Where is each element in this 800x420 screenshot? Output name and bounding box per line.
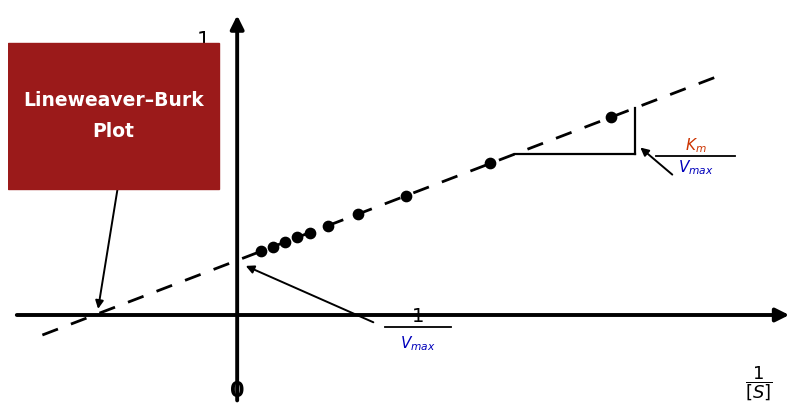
Text: $K_{m}$: $K_{m}$: [685, 136, 706, 155]
Point: [267, 243, 280, 250]
Text: 1: 1: [412, 307, 424, 326]
Point: [351, 211, 364, 218]
Text: $-$: $-$: [88, 146, 105, 165]
Point: [291, 234, 304, 241]
Text: $\dfrac{1}{v}$: $\dfrac{1}{v}$: [196, 30, 212, 68]
Point: [484, 160, 497, 167]
Text: $K_{m}$: $K_{m}$: [109, 166, 130, 185]
Point: [303, 229, 316, 236]
Text: 0: 0: [230, 381, 245, 401]
Bar: [8, 43, 219, 189]
Text: $V_{max}$: $V_{max}$: [400, 334, 436, 353]
Point: [322, 223, 334, 229]
Text: $V_{max}$: $V_{max}$: [678, 159, 714, 178]
Text: Lineweaver–Burk
Plot: Lineweaver–Burk Plot: [23, 91, 204, 141]
Point: [279, 239, 292, 245]
Point: [605, 114, 618, 121]
Text: 1: 1: [107, 146, 120, 165]
Point: [255, 248, 268, 255]
Text: $\dfrac{1}{[S]}$: $\dfrac{1}{[S]}$: [745, 365, 773, 403]
Point: [400, 192, 413, 199]
